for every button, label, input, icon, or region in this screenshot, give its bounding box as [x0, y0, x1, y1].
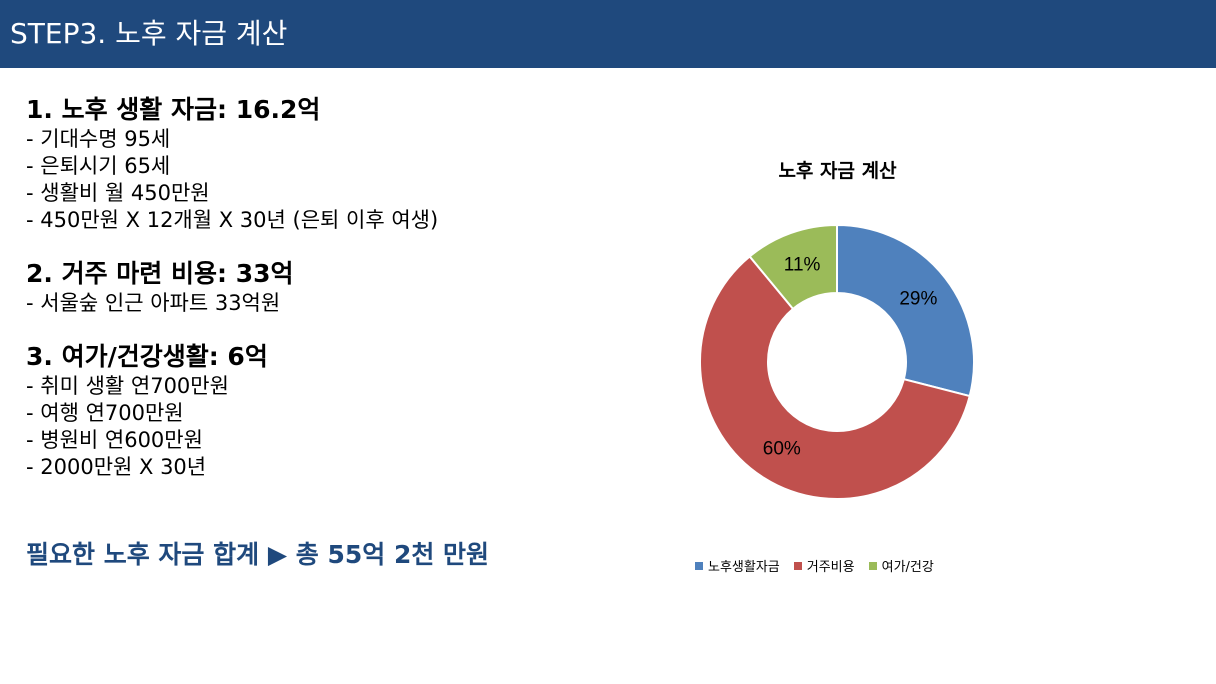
donut-slice	[699, 255, 971, 500]
section-heading: 2. 거주 마련 비용: 33억	[26, 259, 294, 288]
data-label: 29%	[899, 288, 937, 309]
section-item: - 생활비 월 450만원	[26, 181, 210, 205]
chart-title: 노후 자금 계산	[778, 160, 897, 182]
legend-item: 여가/건강	[868, 556, 934, 575]
legend-swatch	[793, 561, 802, 570]
legend-label: 노후생활자금	[708, 560, 780, 575]
section-leisure-health: 3. 여가/건강생활: 6억 - 취미 생활 연700만원 - 여행 연700만…	[26, 341, 606, 481]
section-heading: 3. 여가/건강생활: 6억	[26, 342, 268, 371]
total-summary: 필요한 노후 자금 합계 ▶ 총 55억 2천 만원	[26, 540, 490, 569]
section-housing-cost: 2. 거주 마련 비용: 33억 - 서울숲 인근 아파트 33억원	[26, 258, 606, 317]
section-heading: 1. 노후 생활 자금: 16.2억	[26, 95, 321, 124]
data-label: 60%	[763, 438, 801, 459]
section-item: - 병원비 연600만원	[26, 428, 203, 452]
section-item: - 기대수명 95세	[26, 127, 171, 151]
header-bar: STEP3. 노후 자금 계산	[0, 0, 1216, 68]
legend-swatch	[695, 561, 703, 570]
section-item: - 은퇴시기 65세	[26, 154, 171, 178]
cost-breakdown: 1. 노후 생활 자금: 16.2억 - 기대수명 95세 - 은퇴시기 65세…	[26, 94, 606, 505]
page-title: STEP3. 노후 자금 계산	[10, 17, 288, 50]
data-label: 11%	[784, 255, 821, 276]
section-item: - 2000만원 X 30년	[26, 455, 207, 479]
chart-legend: 노후생활자금 거주비용 여가/건강	[695, 556, 948, 575]
section-living-cost: 1. 노후 생활 자금: 16.2억 - 기대수명 95세 - 은퇴시기 65세…	[26, 94, 606, 234]
section-item: - 450만원 X 12개월 X 30년 (은퇴 이후 여생)	[26, 208, 439, 232]
legend-label: 여가/건강	[881, 560, 934, 575]
legend-item: 노후생활자금	[695, 556, 780, 575]
donut-chart-svg: 29% 60% 11%	[699, 223, 975, 500]
donut-chart: 노후 자금 계산 29% 60% 11% 노후생활자금 거주비용 여가/건강	[640, 140, 1070, 600]
section-item: - 여행 연700만원	[26, 401, 184, 425]
legend-label: 거주비용	[806, 560, 855, 575]
section-item: - 취미 생활 연700만원	[26, 374, 229, 398]
donut-slice	[836, 223, 975, 398]
legend-swatch	[868, 561, 877, 570]
legend-item: 거주비용	[793, 556, 855, 575]
donut-slice	[748, 223, 838, 311]
section-item: - 서울숲 인근 아파트 33억원	[26, 291, 281, 315]
